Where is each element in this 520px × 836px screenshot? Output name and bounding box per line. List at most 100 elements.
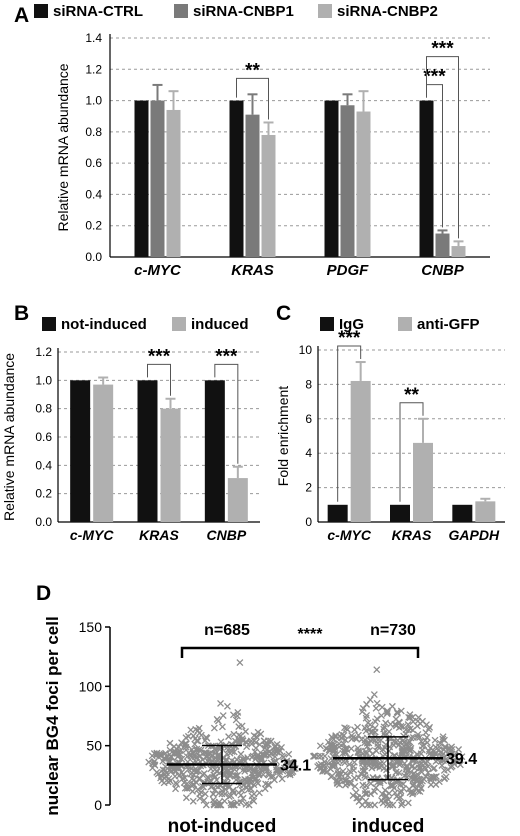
data-point xyxy=(262,765,270,773)
data-point xyxy=(193,745,201,753)
data-point xyxy=(455,746,463,753)
data-point xyxy=(196,775,204,783)
data-point xyxy=(232,716,240,724)
x-tick-label: GAPDH xyxy=(449,527,500,543)
data-point xyxy=(197,746,205,754)
bar xyxy=(356,111,371,258)
data-point xyxy=(166,751,174,758)
data-point xyxy=(217,700,224,707)
data-point xyxy=(387,720,395,728)
data-point xyxy=(264,780,272,788)
data-point xyxy=(273,745,281,753)
bar xyxy=(451,246,466,257)
data-point xyxy=(359,781,367,789)
data-point xyxy=(235,723,243,731)
data-point xyxy=(166,739,174,747)
significance-bracket xyxy=(399,402,424,502)
bar xyxy=(245,114,260,258)
data-point xyxy=(182,746,190,754)
data-point xyxy=(414,771,422,779)
data-point xyxy=(218,723,226,731)
data-point xyxy=(362,714,370,722)
data-point xyxy=(407,734,415,742)
significance-bracket xyxy=(147,363,171,396)
data-point xyxy=(361,790,369,798)
data-point xyxy=(415,780,423,788)
legend-swatch xyxy=(398,317,412,331)
panel-C: C IgG anti-GFP 0 2 4 6 8 10 Fold enrichment c-MYC K… xyxy=(275,302,505,543)
data-point xyxy=(358,801,366,809)
data-point xyxy=(398,801,405,809)
data-point xyxy=(341,770,349,778)
bar xyxy=(327,504,348,522)
data-point xyxy=(323,745,331,753)
data-point xyxy=(250,797,258,805)
data-point xyxy=(436,739,444,747)
data-point xyxy=(259,771,267,779)
data-point xyxy=(196,794,204,802)
y-tick-label: 4 xyxy=(305,446,312,460)
data-point xyxy=(230,801,238,809)
data-point xyxy=(239,736,247,744)
data-point xyxy=(373,699,381,707)
data-point xyxy=(150,761,158,769)
legend-swatch xyxy=(318,4,332,18)
data-point xyxy=(199,782,206,790)
data-point xyxy=(223,774,231,782)
bar xyxy=(227,478,248,522)
data-point xyxy=(175,764,183,772)
data-point xyxy=(173,749,181,757)
significance-label: ** xyxy=(245,60,260,81)
data-point xyxy=(321,762,329,770)
data-point xyxy=(379,745,387,753)
data-point xyxy=(211,786,219,794)
x-tick-label: KRAS xyxy=(139,527,179,543)
data-point xyxy=(205,751,213,759)
data-point xyxy=(327,755,335,763)
data-point xyxy=(349,734,357,742)
significance-bracket xyxy=(337,345,362,502)
significance-bracket xyxy=(236,77,269,120)
data-point xyxy=(390,738,398,745)
y-tick-label: 6 xyxy=(305,412,312,426)
data-point xyxy=(223,750,231,758)
data-point xyxy=(395,777,403,785)
data-point xyxy=(422,773,430,781)
data-point xyxy=(260,737,268,745)
data-point xyxy=(272,766,280,774)
data-point xyxy=(409,762,417,770)
data-point xyxy=(237,750,245,758)
data-point xyxy=(316,764,324,772)
panel-label: C xyxy=(276,302,291,325)
data-point xyxy=(387,782,395,790)
data-point xyxy=(328,733,336,741)
data-point xyxy=(182,743,190,751)
data-point xyxy=(201,749,209,757)
panel-label: A xyxy=(14,4,29,27)
data-point xyxy=(378,712,385,720)
y-tick-label: 8 xyxy=(305,377,312,391)
legend-swatch xyxy=(174,4,188,18)
data-point xyxy=(189,787,197,795)
data-point xyxy=(441,743,449,751)
data-point xyxy=(370,691,378,698)
data-point xyxy=(242,728,250,735)
data-point xyxy=(417,785,425,792)
legend-label: siRNA-CNBP1 xyxy=(193,3,294,20)
x-tick-label: c-MYC xyxy=(70,527,114,543)
data-point xyxy=(288,759,296,767)
mean-label: 34.1 xyxy=(280,758,311,775)
data-point xyxy=(242,800,250,808)
data-point xyxy=(446,745,454,753)
data-point xyxy=(374,775,382,783)
legend-label: siRNA-CTRL xyxy=(53,3,143,20)
data-point xyxy=(409,713,417,721)
data-point xyxy=(440,766,448,774)
data-point xyxy=(407,747,415,754)
data-point xyxy=(402,726,410,734)
data-point xyxy=(424,769,432,777)
data-point xyxy=(250,766,258,774)
data-point xyxy=(341,749,349,757)
significance-label: *** xyxy=(431,39,454,60)
y-tick-label: 1.0 xyxy=(85,94,102,108)
